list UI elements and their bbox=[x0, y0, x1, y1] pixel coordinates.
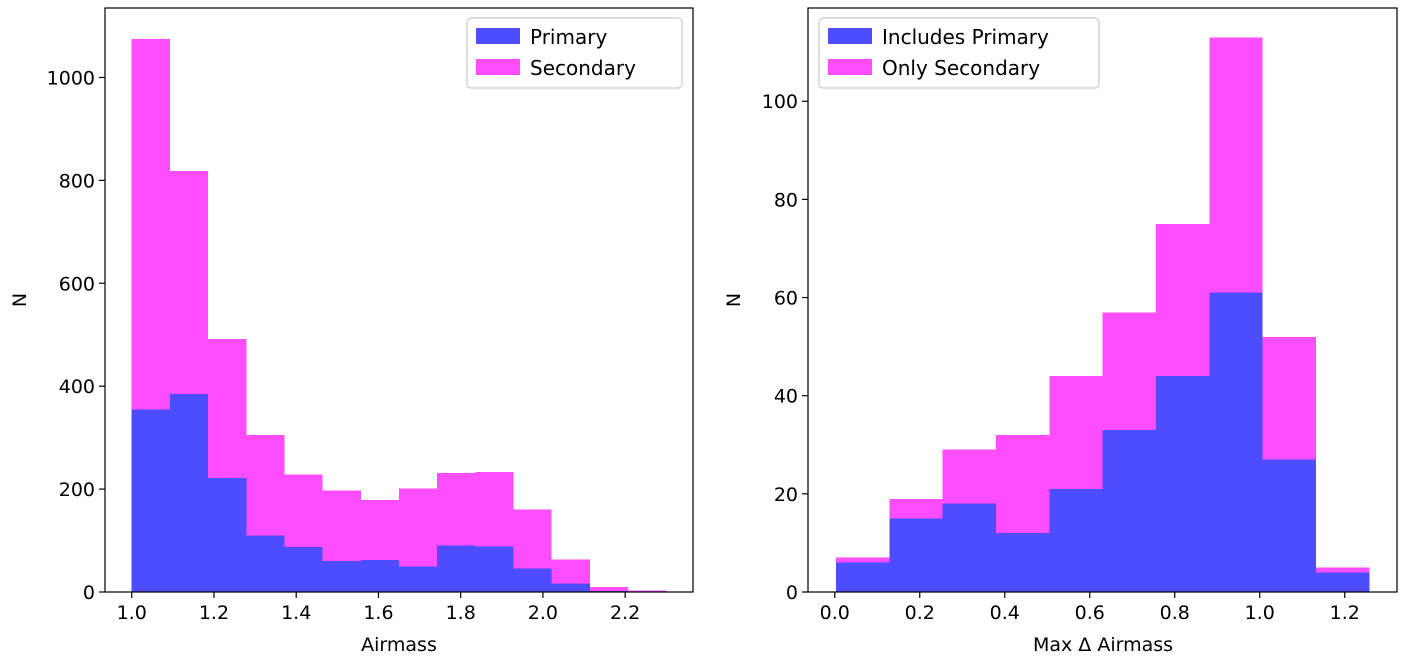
right-legend-swatch-secondary bbox=[828, 59, 872, 75]
left-bar-s0-b6 bbox=[360, 560, 399, 592]
right-bar-s0-b5 bbox=[1102, 430, 1157, 592]
left-x-tick-label: 1.0 bbox=[117, 602, 147, 624]
right-bar-s0-b2 bbox=[942, 503, 997, 592]
left-y-tick-label: 400 bbox=[59, 376, 95, 398]
left-bar-s1-b2 bbox=[208, 338, 247, 478]
right-bar-s1-b6 bbox=[1156, 223, 1210, 377]
right-legend: Includes Primary Only Secondary bbox=[818, 17, 1100, 89]
left-y-tick-label: 1000 bbox=[47, 67, 95, 89]
left-legend-label-primary: Primary bbox=[530, 25, 607, 49]
right-bar-s1-b5 bbox=[1102, 312, 1157, 431]
left-legend-swatch-secondary bbox=[476, 59, 520, 75]
right-x-tick-label: 0.0 bbox=[820, 602, 850, 624]
left-legend-box bbox=[466, 17, 683, 89]
left-bar-s1-b4 bbox=[284, 474, 323, 548]
left-bar-s1-b12 bbox=[589, 586, 629, 591]
right-legend-label-primary: Includes Primary bbox=[882, 25, 1049, 49]
right-bar-s1-b3 bbox=[996, 434, 1050, 534]
right-x-tick-label: 0.4 bbox=[990, 602, 1020, 624]
left-bar-s1-b5 bbox=[322, 490, 361, 562]
right-plot-frame bbox=[807, 7, 1398, 593]
left-bar-s1-b0 bbox=[131, 38, 170, 410]
right-x-ticks: 0.0 0.2 0.4 0.6 0.8 1.0 1.2 bbox=[820, 592, 1360, 624]
right-bar-s0-b8 bbox=[1262, 459, 1317, 592]
right-x-axis-label: Max Δ Airmass bbox=[1033, 634, 1173, 656]
right-legend-swatch-primary bbox=[828, 28, 872, 44]
left-bar-s0-b10 bbox=[513, 568, 552, 592]
right-bar-s1-b7 bbox=[1209, 37, 1263, 293]
left-legend-swatch-primary bbox=[476, 28, 520, 44]
left-bar-s0-b1 bbox=[169, 393, 209, 592]
right-bar-s0-b1 bbox=[889, 518, 943, 592]
right-y-tick-label: 20 bbox=[774, 484, 798, 506]
right-x-tick-label: 1.0 bbox=[1245, 602, 1275, 624]
left-legend: Primary Secondary bbox=[466, 17, 683, 89]
left-y-tick-label: 0 bbox=[83, 582, 95, 604]
right-bar-s1-b8 bbox=[1262, 336, 1317, 460]
right-bar-s0-b3 bbox=[996, 533, 1050, 592]
left-bar-s0-b9 bbox=[475, 546, 514, 592]
left-bar-s0-b8 bbox=[437, 545, 476, 592]
left-y-axis-label: N bbox=[9, 293, 31, 307]
left-bar-s1-b9 bbox=[475, 472, 514, 547]
right-x-tick-label: 1.2 bbox=[1330, 602, 1360, 624]
left-bar-s1-b13 bbox=[628, 590, 667, 592]
chart-left: 1.0 1.2 1.4 1.6 1.8 2.0 2.2 02004006008001000 … bbox=[9, 7, 694, 656]
right-y-tick-label: 60 bbox=[774, 288, 798, 310]
right-legend-label-secondary: Only Secondary bbox=[882, 56, 1040, 80]
right-bar-s1-b2 bbox=[942, 449, 997, 504]
right-y-tick-label: 0 bbox=[786, 582, 798, 604]
right-bar-s0-b9 bbox=[1316, 572, 1370, 592]
left-bar-s0-b5 bbox=[322, 561, 361, 592]
left-bar-s1-b7 bbox=[399, 488, 438, 567]
left-x-tick-label: 1.6 bbox=[363, 602, 393, 624]
right-bar-s0-b6 bbox=[1156, 376, 1210, 592]
left-bar-s0-b11 bbox=[551, 583, 590, 592]
left-bar-s1-b3 bbox=[246, 435, 285, 536]
right-y-axis-label: N bbox=[723, 293, 745, 307]
left-y-tick-label: 800 bbox=[59, 170, 95, 192]
right-y-tick-label: 100 bbox=[762, 91, 798, 113]
left-bar-s0-b7 bbox=[399, 566, 438, 592]
right-legend-box bbox=[818, 17, 1100, 89]
right-y-tick-label: 80 bbox=[774, 189, 798, 211]
left-bar-s0-b3 bbox=[246, 535, 285, 592]
left-bar-s1-b10 bbox=[513, 509, 552, 569]
chart-right: 0.0 0.2 0.4 0.6 0.8 1.0 1.2 0 20 40 60 80 100 Max Δ… bbox=[723, 7, 1398, 656]
left-bar-s0-b4 bbox=[284, 547, 323, 592]
right-bar-s1-b1 bbox=[889, 498, 943, 519]
right-bar-s0-b0 bbox=[836, 562, 890, 592]
left-x-tick-label: 2.2 bbox=[610, 602, 640, 624]
right-bar-s1-b4 bbox=[1049, 376, 1103, 489]
left-bar-s1-b6 bbox=[360, 499, 399, 561]
left-bar-s1-b8 bbox=[437, 473, 476, 546]
right-y-ticks: 0 20 40 60 80 100 bbox=[762, 91, 808, 604]
left-legend-label-secondary: Secondary bbox=[530, 56, 636, 80]
right-bar-s1-b0 bbox=[836, 557, 890, 563]
left-x-tick-label: 2.0 bbox=[528, 602, 558, 624]
left-bar-s0-b2 bbox=[208, 477, 247, 592]
left-bars bbox=[131, 38, 667, 592]
right-bar-s0-b7 bbox=[1209, 292, 1263, 592]
left-x-tick-label: 1.2 bbox=[199, 602, 229, 624]
left-y-tick-label: 200 bbox=[59, 479, 95, 501]
right-y-tick-label: 40 bbox=[774, 386, 798, 408]
left-x-axis-label: Airmass bbox=[361, 634, 437, 656]
left-y-ticks: 0 200 400 600 800 1000 bbox=[47, 67, 105, 604]
right-bar-s1-b9 bbox=[1316, 567, 1370, 573]
left-x-ticks: 1.0 1.2 1.4 1.6 1.8 2.0 2.2 bbox=[117, 592, 640, 624]
right-x-tick-label: 0.2 bbox=[905, 602, 935, 624]
right-bar-s0-b4 bbox=[1049, 488, 1103, 592]
left-bar-s1-b1 bbox=[169, 171, 209, 394]
left-x-tick-label: 1.4 bbox=[281, 602, 311, 624]
left-x-tick-label: 1.8 bbox=[446, 602, 476, 624]
left-bar-s1-b11 bbox=[551, 559, 590, 584]
right-bars bbox=[836, 37, 1370, 592]
right-x-tick-label: 0.8 bbox=[1160, 602, 1190, 624]
left-y-tick-label: 600 bbox=[59, 273, 95, 295]
left-plot-frame bbox=[104, 7, 694, 593]
right-x-tick-label: 0.6 bbox=[1075, 602, 1105, 624]
left-bar-s0-b0 bbox=[131, 409, 170, 592]
